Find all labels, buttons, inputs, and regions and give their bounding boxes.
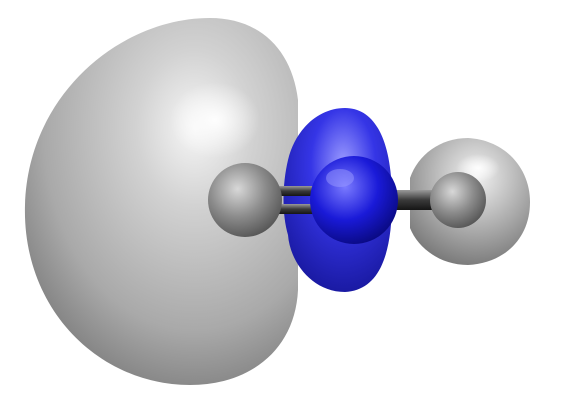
right-gray-atom (430, 172, 486, 228)
center-blue-atom (310, 156, 398, 244)
left-gray-atom (208, 163, 282, 237)
large-lobe-highlight (170, 82, 260, 158)
blue-atom-highlight (326, 169, 354, 187)
